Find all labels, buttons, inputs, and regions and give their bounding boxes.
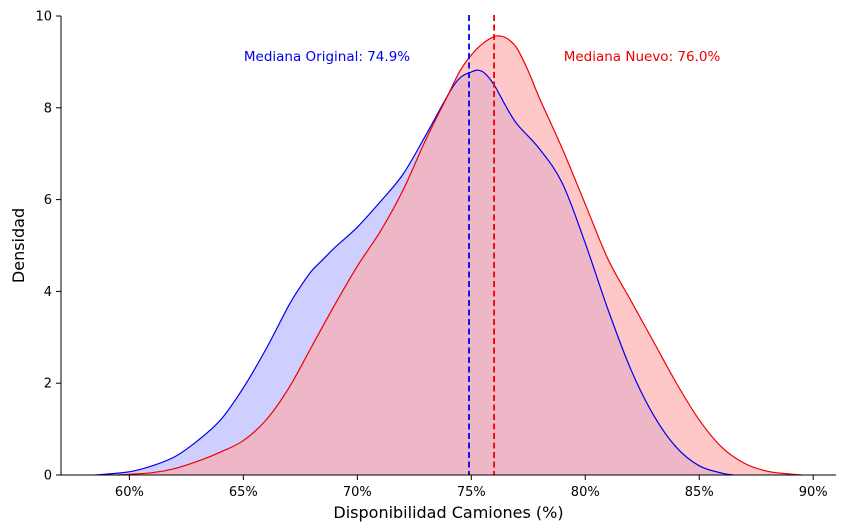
x-tick-label: 70%	[343, 485, 372, 500]
x-ticks: 60% 65% 70% 75% 80% 85% 90%	[115, 475, 828, 500]
x-tick-label: 85%	[685, 485, 714, 500]
x-tick-label: 80%	[571, 485, 600, 500]
median-original-annotation: Mediana Original: 74.9%	[244, 49, 410, 65]
x-axis-label: Disponibilidad Camiones (%)	[333, 503, 563, 522]
y-axis-label: Densidad	[9, 208, 28, 283]
y-tick-label: 4	[44, 285, 52, 300]
x-tick-label: 90%	[799, 485, 828, 500]
x-tick-label: 65%	[229, 485, 258, 500]
density-curve-1	[117, 35, 802, 476]
median-lines	[468, 15, 495, 475]
x-tick-label: 60%	[115, 485, 144, 500]
y-tick-label: 8	[44, 101, 52, 116]
y-tick-label: 10	[35, 10, 52, 25]
y-tick-label: 2	[44, 377, 52, 392]
x-tick-label: 75%	[457, 485, 486, 500]
y-tick-label: 6	[44, 193, 52, 208]
y-ticks: 0 2 4 6 8 10	[35, 10, 61, 484]
density-areas	[95, 35, 802, 476]
median-nuevo-annotation: Mediana Nuevo: 76.0%	[564, 49, 721, 65]
density-curves	[95, 35, 802, 476]
y-tick-label: 0	[44, 469, 52, 484]
density-area-1	[117, 35, 802, 476]
